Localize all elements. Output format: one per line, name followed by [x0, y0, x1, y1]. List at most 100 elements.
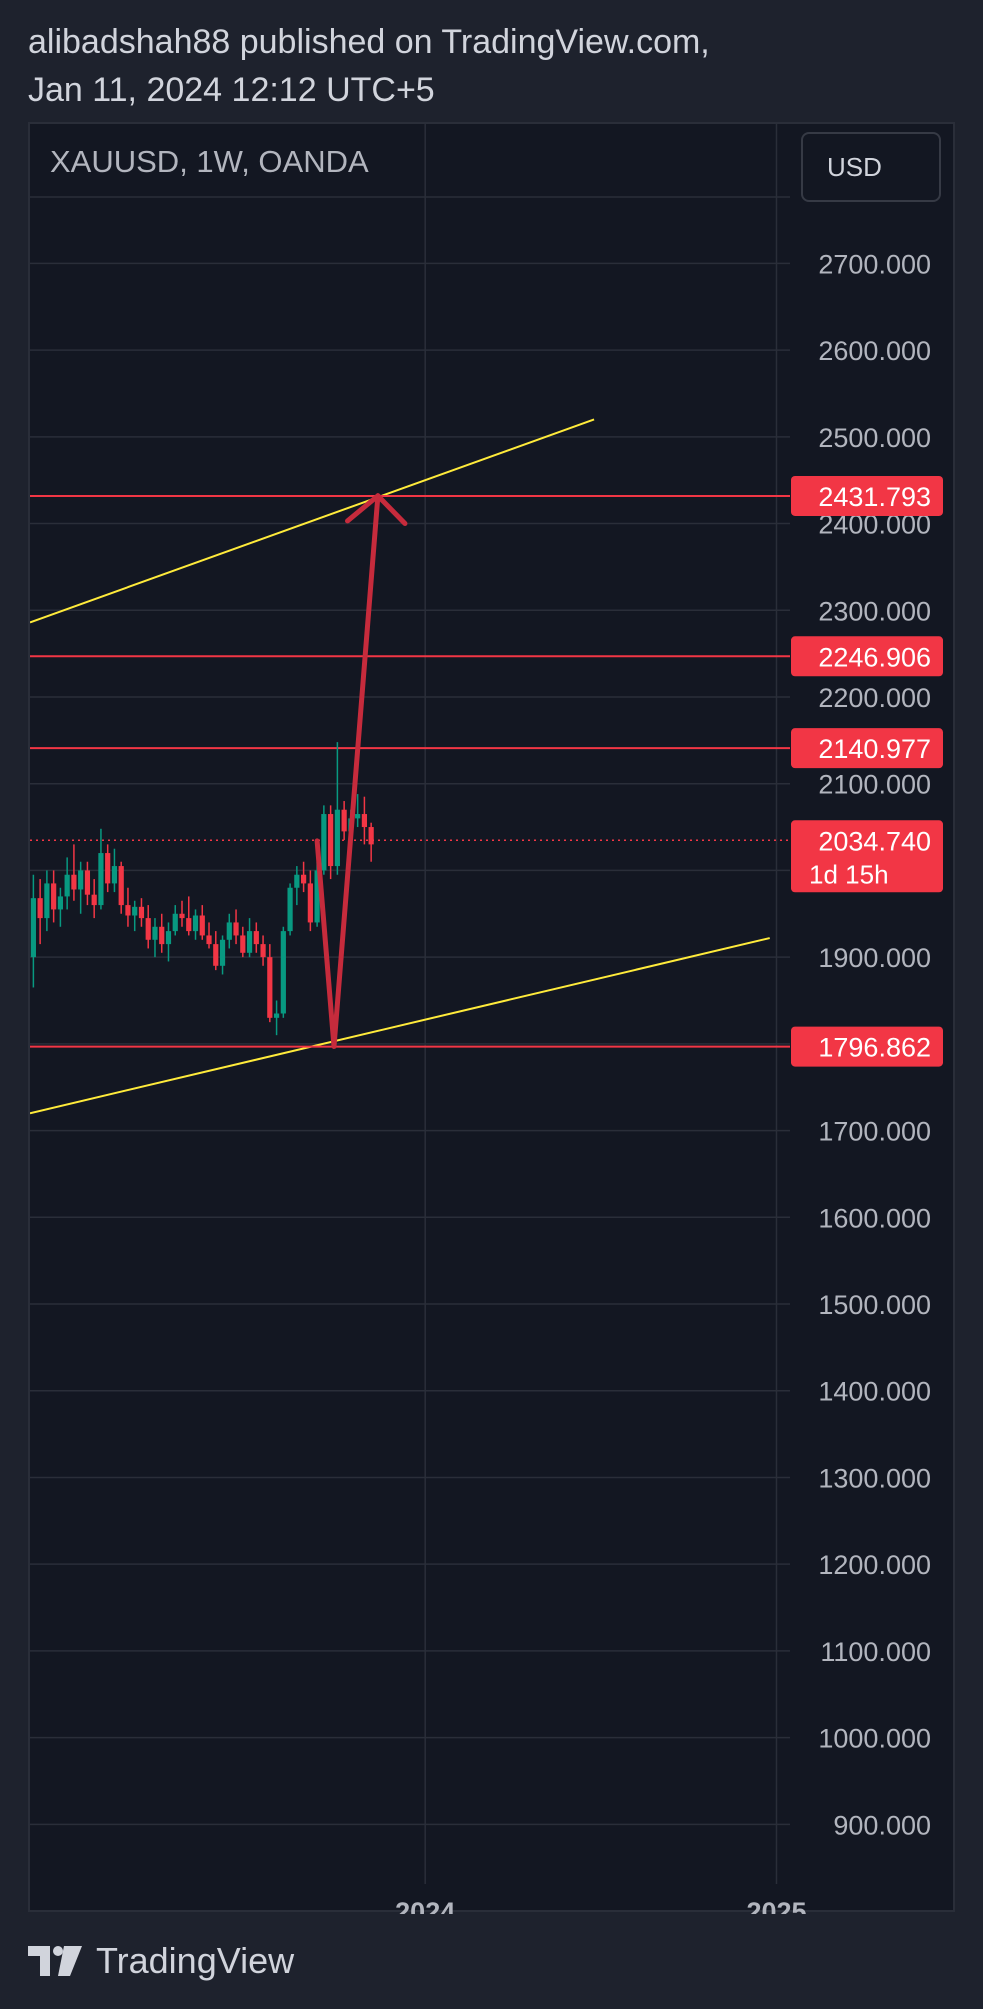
candle-body: [240, 935, 246, 953]
y-tick-label: 1200.000: [818, 1550, 931, 1580]
y-tick-label: 1100.000: [820, 1637, 931, 1667]
y-tick-label: 1500.000: [818, 1290, 931, 1320]
y-tick-label: 1900.000: [818, 943, 931, 973]
last-price-text: 2034.740: [818, 826, 931, 856]
candle: [355, 794, 361, 828]
candle: [105, 844, 111, 893]
candle: [341, 801, 347, 841]
candle-body: [294, 874, 300, 888]
candle-body: [301, 874, 307, 884]
chart-frame[interactable]: 900.000 1000.000 1100.000 1200.000 1300.000 1…: [28, 122, 957, 1914]
candle-body: [44, 883, 50, 919]
candle: [98, 828, 104, 910]
footer-brand[interactable]: TradingView: [28, 1940, 294, 1982]
y-tick-label: 2300.000: [818, 596, 931, 626]
tradingview-brand-text: TradingView: [96, 1940, 295, 1981]
candle: [219, 935, 226, 975]
projection-arrow: [314, 493, 381, 1049]
candle-body: [165, 931, 172, 945]
symbol-legend[interactable]: XAUUSD, 1W, OANDA: [50, 144, 369, 179]
candle: [71, 844, 77, 901]
candle-body: [233, 922, 239, 936]
candle-body: [321, 814, 327, 871]
candle: [84, 861, 91, 906]
candle: [44, 870, 50, 932]
candle-body: [334, 809, 340, 867]
candle-body: [138, 906, 145, 919]
candle: [37, 879, 43, 945]
publication-info: alibadshah88 published on TradingView.co…: [28, 18, 710, 114]
candle-body: [206, 935, 212, 945]
candle-body: [71, 874, 77, 890]
price-level-label: 1796.862: [791, 1026, 943, 1067]
candle: [314, 861, 320, 927]
candle-body: [314, 870, 320, 923]
candle: [199, 905, 205, 940]
candle: [78, 861, 84, 914]
candle: [179, 900, 185, 927]
candle: [64, 857, 70, 910]
price-level-label: 2246.906: [791, 636, 943, 677]
candle: [301, 861, 307, 893]
candle-body: [145, 918, 151, 940]
candle: [57, 887, 63, 927]
candle-body: [361, 814, 367, 828]
candle-body: [84, 870, 91, 895]
price-level-text: 1796.862: [818, 1033, 931, 1063]
candle: [30, 874, 36, 988]
candle: [233, 909, 239, 945]
candle-body: [328, 814, 334, 867]
candle: [186, 896, 192, 936]
currency-button[interactable]: USD: [801, 132, 941, 202]
y-tick-label: 2700.000: [818, 249, 931, 279]
channel-line: [30, 937, 770, 1115]
price-chart[interactable]: 900.000 1000.000 1100.000 1200.000 1300.000 1…: [30, 124, 957, 1914]
candle: [91, 879, 97, 919]
candle-body: [246, 931, 253, 953]
candle-body: [152, 926, 158, 940]
price-level-label: 2431.793: [791, 475, 943, 516]
candle-body: [118, 866, 124, 906]
candle-body: [213, 944, 219, 966]
candle: [165, 922, 172, 962]
candle-body: [226, 922, 232, 940]
candle: [260, 935, 266, 966]
candle: [159, 913, 165, 953]
last-price-badge: [791, 820, 943, 893]
candle: [192, 909, 199, 940]
candle-body: [111, 866, 118, 884]
x-axis-label: 2024: [395, 1897, 455, 1914]
price-level-badge: [791, 636, 943, 677]
y-tick-label: 1300.000: [818, 1463, 931, 1493]
publish-date-line: Jan 11, 2024 12:12 UTC+5: [28, 71, 435, 109]
y-tick-label: 2500.000: [818, 423, 931, 453]
y-tick-label: 2200.000: [818, 683, 931, 713]
publisher-line: alibadshah88 published on TradingView.co…: [28, 23, 710, 61]
candle: [145, 905, 151, 949]
candle-body: [172, 913, 178, 932]
y-tick-label: 2100.000: [818, 770, 931, 800]
candle: [294, 866, 300, 906]
candle: [368, 822, 374, 862]
candle: [213, 931, 219, 971]
candle-body: [341, 809, 347, 832]
candle-body: [159, 926, 165, 945]
candle: [246, 918, 253, 958]
candle-body: [91, 894, 97, 906]
candle-body: [37, 898, 43, 919]
candle-body: [219, 939, 226, 966]
price-level-text: 2140.977: [818, 734, 931, 764]
candle: [206, 922, 212, 949]
candle: [51, 870, 57, 923]
candle: [321, 805, 327, 875]
candle-body: [132, 906, 138, 916]
price-level-badge: [791, 475, 943, 516]
candle-body: [192, 915, 199, 932]
candle-body: [287, 887, 293, 932]
price-level-badge: [791, 728, 943, 769]
candle-body: [78, 870, 84, 890]
candle-body: [267, 957, 273, 1018]
candle: [307, 870, 313, 932]
candle: [118, 861, 124, 914]
price-level-text: 2431.793: [818, 482, 931, 512]
